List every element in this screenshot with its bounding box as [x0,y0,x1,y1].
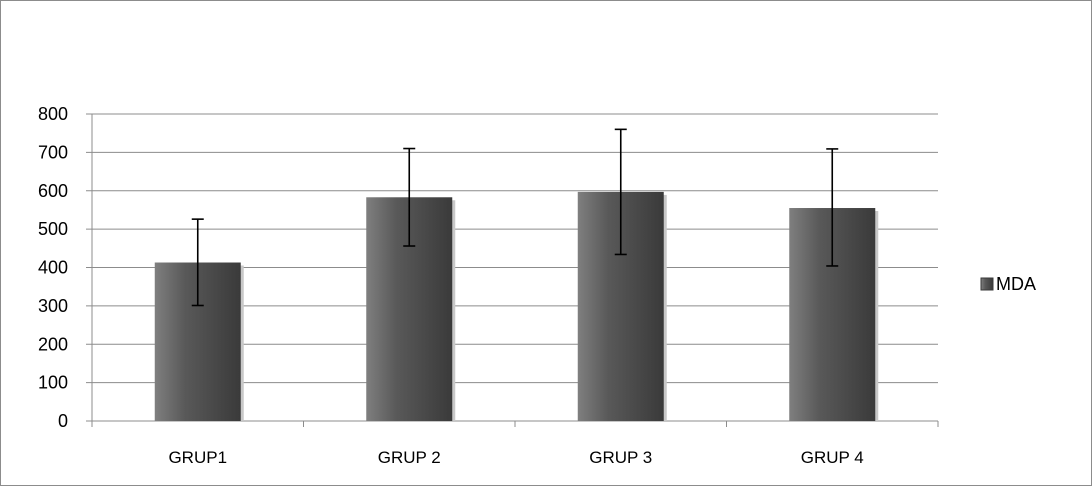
x-category-label-3: GRUP 3 [589,448,652,467]
y-tick-label-500: 500 [38,219,68,239]
y-tick-label-400: 400 [38,258,68,278]
x-category-label-4: GRUP 4 [801,448,864,467]
y-tick-label-300: 300 [38,296,68,316]
legend: MDA [980,274,1036,294]
y-tick-label-800: 800 [38,104,68,124]
error-bars [191,128,839,307]
y-tick-label-200: 200 [38,334,68,354]
legend-swatch [980,277,994,291]
bars [154,191,879,421]
axis-labels: 0 100 200 300 400 500 600 700 800 GRUP1 GRUP 2 GRUP… [38,104,864,467]
y-tick-label-0: 0 [58,411,68,431]
y-tick-label-100: 100 [38,373,68,393]
x-category-label-1: GRUP1 [168,448,227,467]
x-category-label-2: GRUP 2 [378,448,441,467]
y-tick-label-600: 600 [38,181,68,201]
y-tick-label-700: 700 [38,142,68,162]
legend-label: MDA [996,274,1036,294]
